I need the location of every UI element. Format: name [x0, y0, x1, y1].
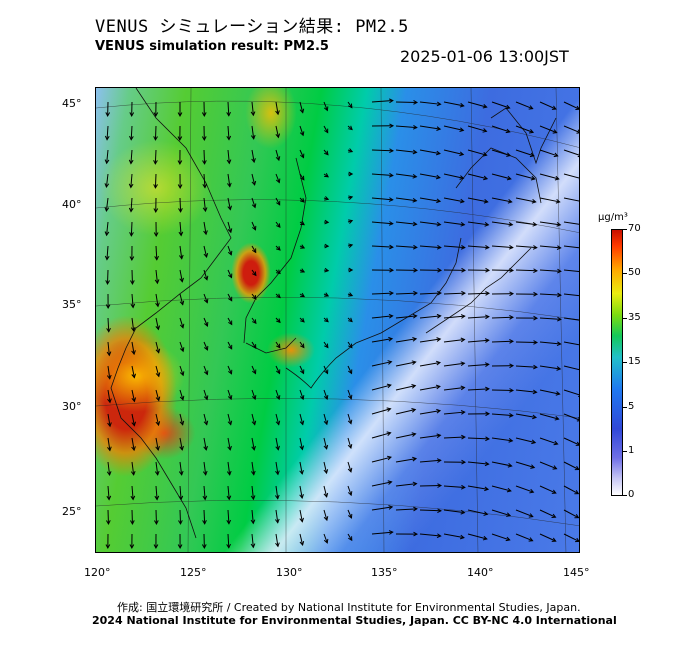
map-overlay	[96, 88, 579, 552]
colorbar-tick-15: 15	[628, 356, 641, 367]
lon-label-125: 125°	[180, 566, 207, 579]
lat-label-35: 35°	[62, 298, 82, 311]
lon-label-130: 130°	[276, 566, 303, 579]
timestamp: 2025-01-06 13:00JST	[400, 47, 569, 66]
lon-label-140: 140°	[467, 566, 494, 579]
lat-label-45: 45°	[62, 97, 82, 110]
wind-vectors	[104, 98, 579, 550]
lat-label-25: 25°	[62, 505, 82, 518]
title-english: VENUS simulation result: PM2.5	[95, 39, 329, 54]
title-japanese: VENUS シミュレーション結果: PM2.5	[95, 17, 409, 37]
colorbar	[611, 229, 623, 496]
graticule	[96, 88, 579, 552]
pm25-map	[95, 87, 580, 553]
colorbar-tick-5: 5	[628, 401, 635, 412]
license-text: 2024 National Institute for Environmenta…	[92, 614, 617, 627]
colorbar-unit: μg/m³	[598, 212, 628, 223]
coastlines	[110, 88, 557, 539]
lat-label-40: 40°	[62, 198, 82, 211]
colorbar-tick-1: 1	[628, 445, 635, 456]
lon-label-135: 135°	[371, 566, 398, 579]
colorbar-tick-35: 35	[628, 312, 641, 323]
lat-label-30: 30°	[62, 400, 82, 413]
lon-label-145: 145°	[563, 566, 590, 579]
credit-text: 作成: 国立環境研究所 / Created by National Instit…	[117, 601, 581, 614]
lon-label-120: 120°	[84, 566, 111, 579]
colorbar-tick-70: 70	[628, 223, 641, 234]
colorbar-tick-50: 50	[628, 267, 641, 278]
colorbar-tick-0: 0	[628, 489, 635, 500]
